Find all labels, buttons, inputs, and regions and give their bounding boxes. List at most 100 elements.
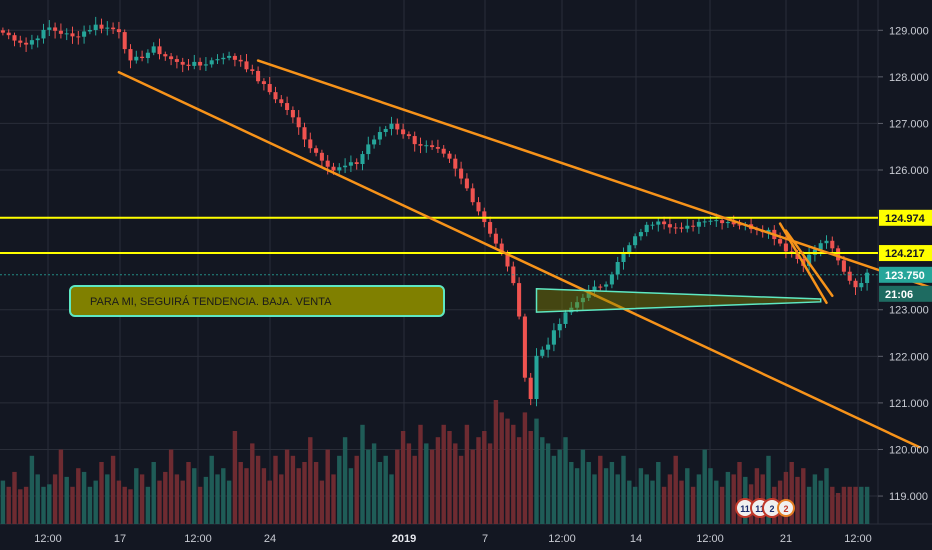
volume-bar (261, 468, 267, 524)
candle-body (343, 165, 348, 168)
volume-bar (41, 486, 46, 524)
volume-bar (441, 424, 446, 524)
candle-body (540, 349, 545, 356)
volume-bar (598, 455, 603, 524)
candle-body (412, 136, 417, 145)
candle-body (64, 33, 69, 35)
volume-bar (806, 486, 812, 524)
candle-body (795, 253, 800, 259)
volume-bar (354, 455, 359, 524)
volume-bar (197, 486, 203, 524)
volume-bar (273, 455, 278, 524)
price-tag-label: 123.750 (885, 270, 925, 282)
trendline[interactable] (256, 59, 932, 294)
volume-bar (592, 474, 597, 524)
candle-body (731, 222, 736, 225)
candle-body (766, 229, 771, 233)
trendline[interactable] (784, 229, 834, 298)
annotation-box[interactable] (69, 285, 445, 317)
volume-bar (186, 462, 191, 524)
time-tick-label: 17 (114, 533, 126, 545)
event-marker-label: 11 (755, 504, 765, 514)
event-marker-label: 11 (740, 504, 750, 514)
annotation-pointer[interactable] (535, 288, 822, 313)
candle-body (470, 188, 475, 203)
price-axis[interactable]: 129.000 128.000 127.000 126.000 123.000 122.0… (878, 25, 929, 503)
volume-bar (52, 474, 58, 524)
volume-bar (673, 455, 678, 524)
volume-bar (580, 449, 586, 524)
annotation-text: PARA MI, SEGUIRÁ TENDENCIA. BAJA. VENTA (90, 295, 332, 308)
candle-body (395, 123, 400, 130)
candle-body (256, 70, 261, 82)
candle-body (865, 272, 870, 283)
price-tags: 124.974 124.217 123.750 21:06 (879, 209, 932, 302)
candle-body (534, 355, 539, 400)
candle-body (598, 286, 603, 288)
volume-bar (308, 437, 313, 524)
volume-bar (226, 480, 232, 524)
event-marker-extra[interactable] (777, 499, 795, 517)
volume-bar (783, 471, 789, 524)
candle-body (145, 52, 150, 59)
volume-bar (667, 474, 673, 524)
volume-bar (319, 480, 325, 524)
candle-body (76, 36, 81, 38)
candle-body (592, 286, 597, 291)
volume-bar (93, 480, 98, 524)
candle-body (586, 290, 591, 298)
price-tick-label: 126.000 (889, 165, 929, 177)
volume-bar (638, 468, 644, 524)
volume-bar (685, 468, 690, 524)
volume-bar (603, 468, 609, 524)
volume-bar (853, 486, 858, 524)
price-tag-label: 21:06 (885, 289, 913, 301)
volume-bar (656, 462, 661, 524)
candle-body (41, 29, 46, 39)
time-axis[interactable]: 12:00 17 12:00 24 2019 7 12:00 14 12:00 21 12:00 (34, 533, 872, 545)
candle-body (140, 56, 145, 59)
volume-bars (0, 400, 870, 524)
candle-body (244, 61, 249, 70)
volume-bar (192, 468, 197, 524)
candle-body (209, 60, 214, 65)
candle-body (725, 222, 730, 224)
candle-body (708, 220, 713, 222)
event-markers[interactable]: 11 11 2 2 (735, 498, 795, 518)
volume-bar (650, 480, 655, 524)
volume-bar (859, 486, 864, 524)
candle-body (575, 302, 580, 308)
volume-bar (110, 455, 116, 524)
candle-body (360, 154, 365, 165)
price-tag-level (879, 245, 932, 262)
trendline[interactable] (117, 70, 921, 449)
volume-bar (128, 489, 133, 524)
volume-bar (534, 418, 539, 524)
volume-bar (35, 474, 40, 524)
volume-bar (58, 449, 64, 524)
horizontal-levels[interactable] (0, 216, 878, 276)
candle-body (551, 330, 556, 345)
candle-body (221, 57, 226, 60)
trendline[interactable] (778, 222, 828, 305)
volume-bar (574, 468, 580, 524)
volume-bar (12, 471, 17, 524)
candle-body (464, 178, 469, 189)
volume-bar (812, 474, 818, 524)
volume-bar (412, 455, 417, 524)
volume-bar (116, 480, 122, 524)
volume-bar (737, 462, 742, 524)
candle-body (273, 92, 278, 100)
trendlines[interactable] (117, 59, 932, 449)
candle-body (778, 239, 783, 244)
candle-body (522, 316, 527, 378)
candle-body (116, 29, 121, 33)
candle-body (447, 153, 452, 159)
annotation-callout[interactable]: PARA MI, SEGUIRÁ TENDENCIA. BAJA. VENTA (69, 285, 822, 317)
volume-bar (708, 468, 713, 524)
candle-body (319, 152, 324, 161)
candle-body (232, 55, 237, 60)
volume-bar (215, 474, 220, 524)
